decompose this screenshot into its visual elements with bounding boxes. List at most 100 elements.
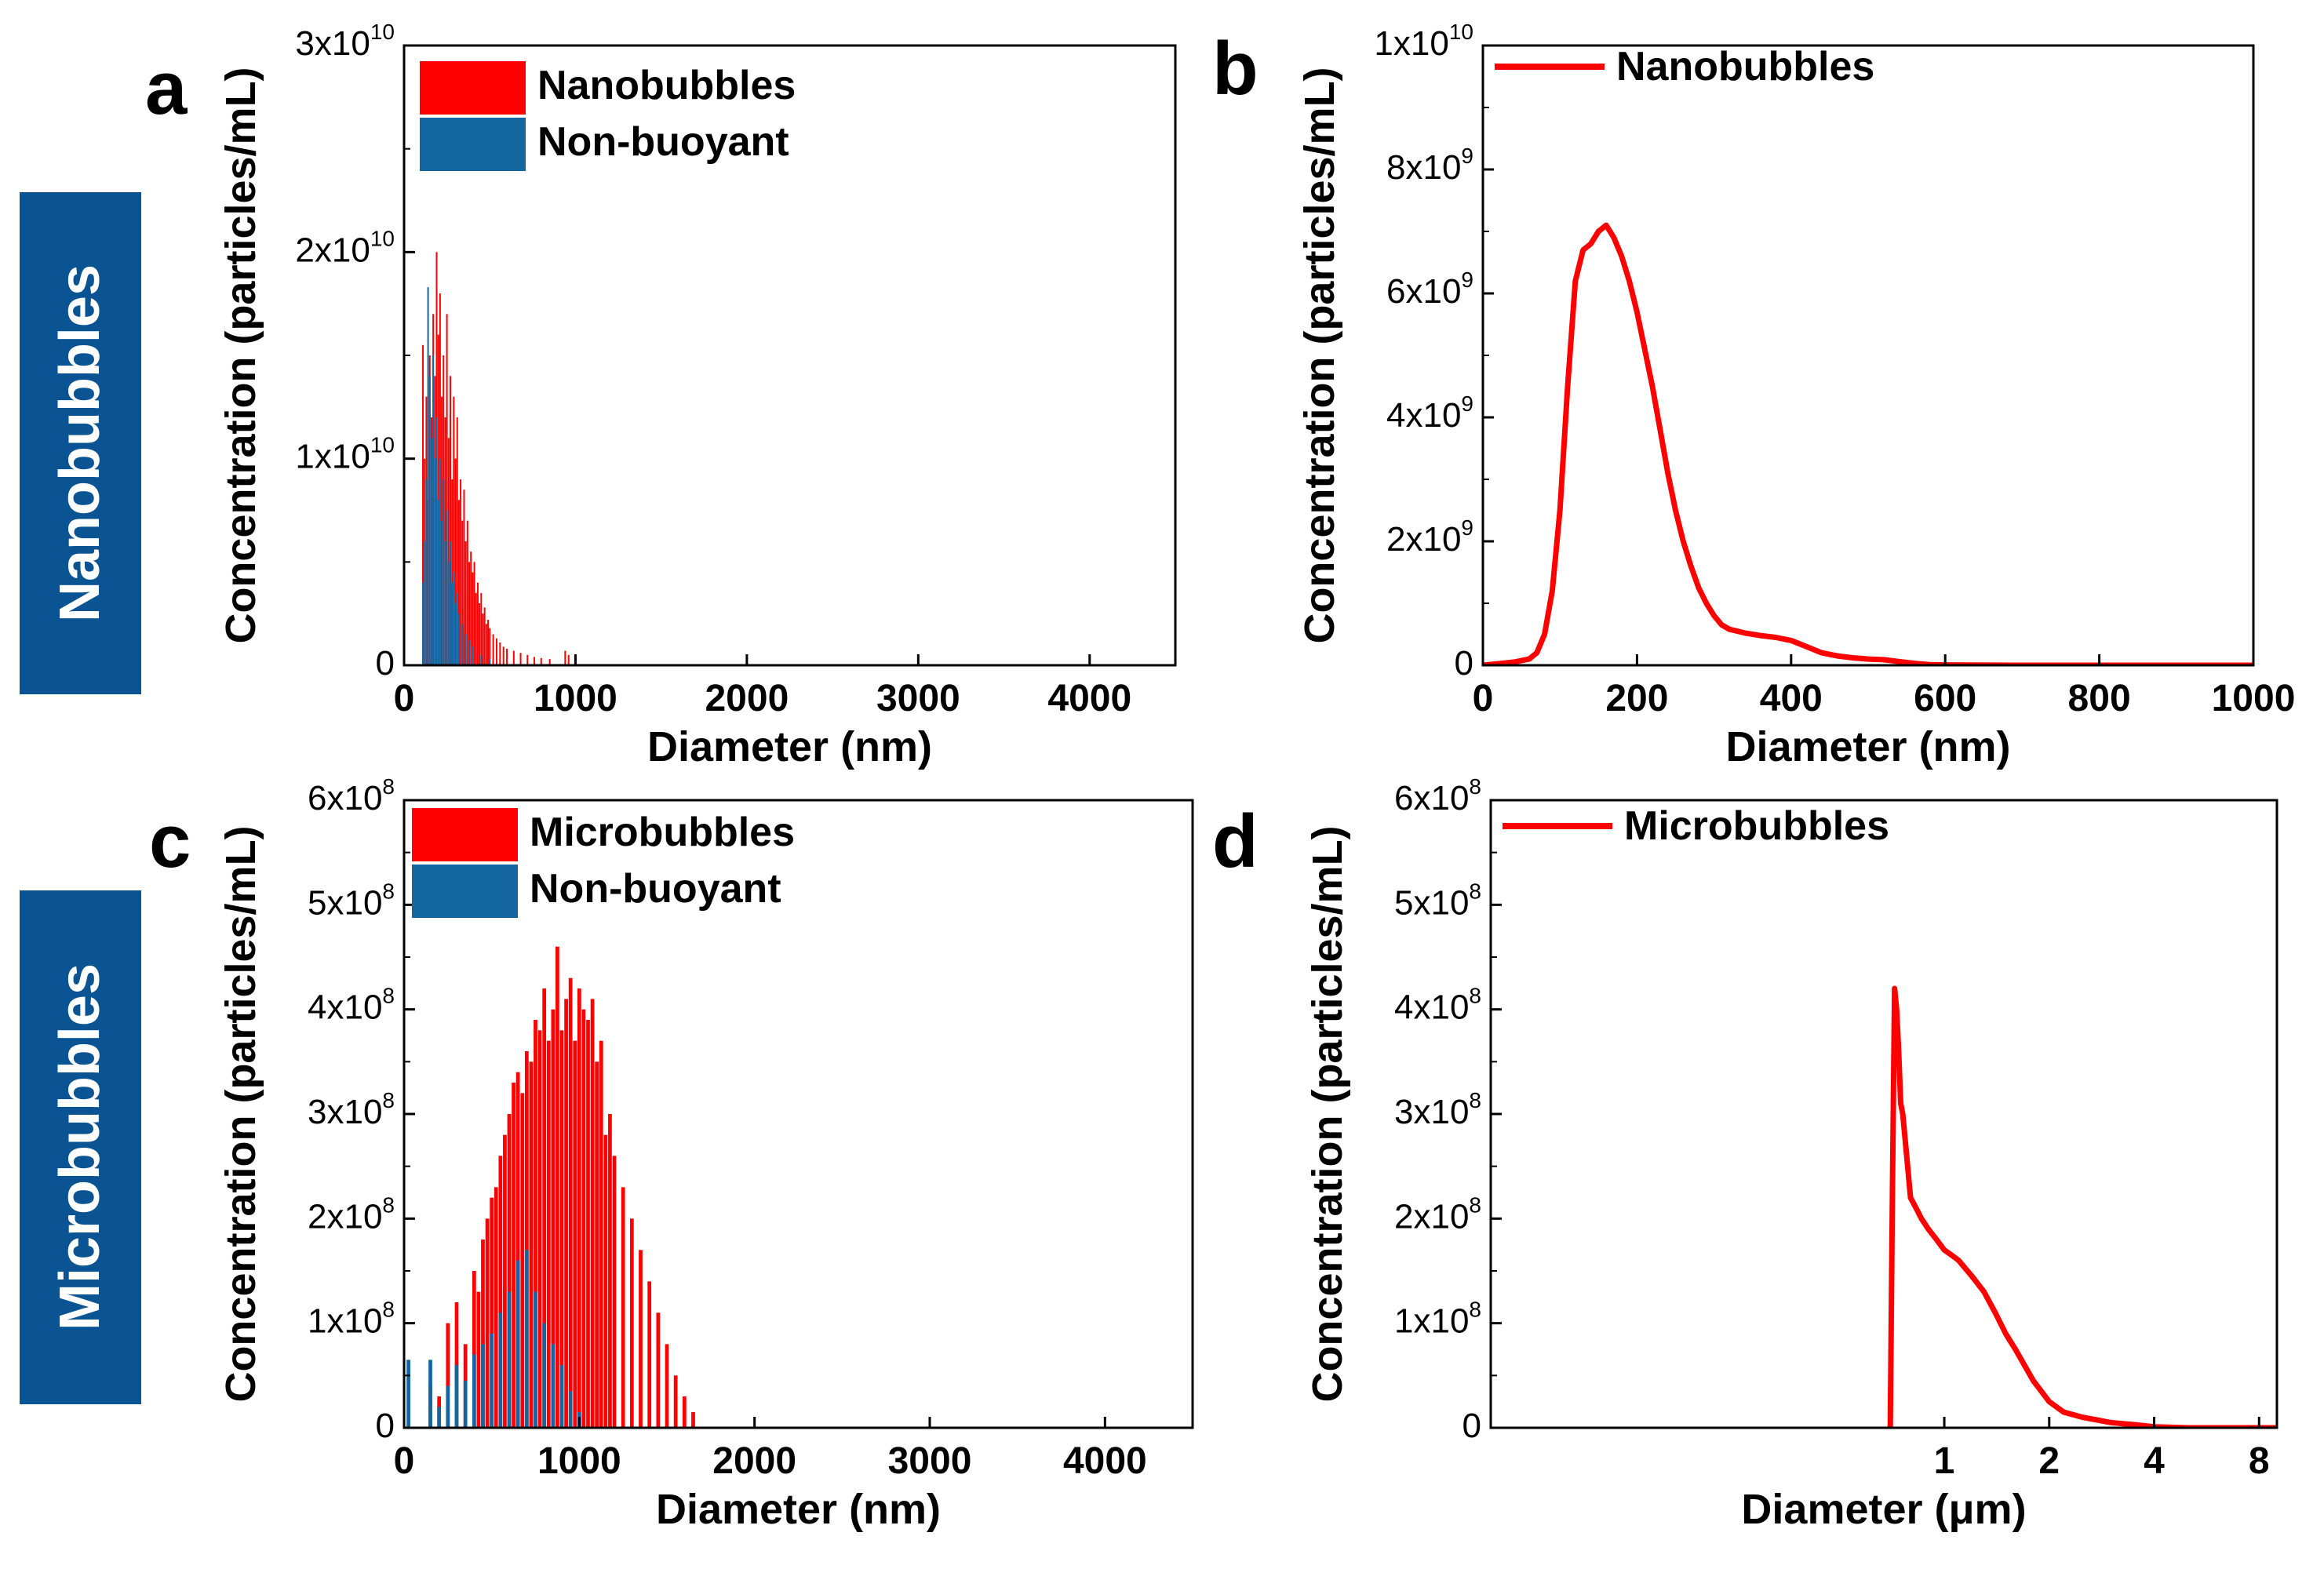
bar-primary [457, 500, 460, 665]
bar-primary [446, 1323, 450, 1428]
bar-primary [673, 1375, 678, 1428]
panel-c: 0 1000 2000 3000 4000 0 1x108 2x108 3x108 4x108 5x… [217, 774, 1194, 1533]
x-tick-label: 1000 [537, 1440, 621, 1482]
bar-primary [485, 624, 487, 665]
bar-primary [481, 1240, 485, 1428]
bar-primary [473, 562, 475, 665]
panel-b: 0 200 400 600 800 1000 0 2x109 4x109 6x109 8x109 1x… [1296, 20, 2295, 770]
bar-primary [639, 1250, 643, 1428]
y-tick-label: 1x108 [1394, 1298, 1481, 1341]
row-label-microbubbles: Microbubbles [20, 890, 141, 1404]
bar-primary [460, 479, 462, 665]
bar-non-buoyant [489, 659, 491, 665]
y-tick-label: 8x109 [1386, 144, 1473, 187]
x-tick-label: 4 [2144, 1440, 2165, 1482]
y-tick-label: 1x1010 [1374, 20, 1473, 63]
bar-non-buoyant [551, 1344, 556, 1428]
x-tick-label: 3000 [888, 1440, 972, 1482]
bar-primary [456, 417, 458, 665]
x-tick-label: 800 [2068, 678, 2131, 719]
row-label-microbubbles-box [20, 890, 141, 1404]
bar-primary [564, 999, 568, 1428]
bar-non-buoyant [432, 355, 435, 665]
legend-label: Microbubbles [530, 810, 795, 855]
x-axis-label: Diameter (nm) [656, 1486, 941, 1533]
axes-frame [1489, 799, 2278, 1429]
bar-non-buoyant [480, 654, 483, 665]
y-tick-label: 0 [376, 644, 395, 683]
bar-primary [451, 479, 454, 665]
bar-non-buoyant [427, 287, 429, 665]
bar-primary [468, 562, 471, 665]
x-tick-label: 4000 [1047, 678, 1131, 719]
y-tick-label: 5x108 [308, 879, 395, 922]
bar-non-buoyant [472, 1354, 476, 1428]
bar-primary [647, 1281, 652, 1428]
y-axis-label: Concentration (particles/mL) [217, 825, 264, 1402]
y-axis-label: Concentration (particles/mL) [1304, 825, 1351, 1402]
series-line [1887, 985, 2277, 1428]
bar-primary [546, 1040, 551, 1428]
bar-non-buoyant [507, 1291, 512, 1428]
bar-primary [567, 654, 570, 665]
x-tick-label: 1 [1934, 1440, 1955, 1482]
legend-label: Non-buoyant [530, 866, 781, 912]
bar-primary [499, 643, 501, 665]
plot-area [1887, 985, 2277, 1428]
bar-non-buoyant [534, 1291, 537, 1428]
bar-non-buoyant [463, 1381, 468, 1428]
bar-primary [463, 490, 465, 665]
bar-primary [529, 1061, 534, 1428]
bar-primary [603, 1134, 608, 1428]
y-tick-label: 3x108 [308, 1088, 395, 1131]
legend-label: Nanobubbles [1616, 44, 1874, 89]
bar-non-buoyant [481, 1344, 485, 1428]
x-tick-label: 200 [1605, 678, 1668, 719]
bar-primary [665, 1344, 669, 1428]
bar-primary [548, 659, 551, 665]
x-tick-label: 2 [2038, 1440, 2060, 1482]
bar-primary [507, 1114, 512, 1428]
y-tick-label: 4x108 [308, 984, 395, 1027]
y-tick-label: 5x108 [1394, 879, 1481, 922]
bar-primary [475, 592, 477, 665]
panel-a: 0 1000 2000 3000 4000 0 1x1010 2x1010 3x1010 Diam… [217, 20, 1177, 770]
bar-non-buoyant [424, 541, 426, 665]
bar-primary [612, 1156, 617, 1428]
bar-primary [461, 520, 464, 665]
y-tick-label: 1x1010 [295, 433, 395, 476]
x-tick-label: 0 [394, 1440, 415, 1482]
y-tick-label: 2x1010 [295, 226, 395, 269]
bar-non-buoyant [451, 582, 454, 665]
bar-primary [581, 1009, 586, 1428]
bar-non-buoyant [490, 1334, 494, 1428]
y-tick-label: 2x108 [1394, 1192, 1481, 1236]
bar-primary [502, 646, 505, 665]
bar-primary [537, 1030, 542, 1428]
x-tick-label: 2000 [712, 1440, 796, 1482]
bar-primary [512, 1083, 515, 1428]
bar-primary [490, 1197, 494, 1428]
bar-non-buoyant [468, 640, 471, 665]
y-tick-label: 3x1010 [295, 20, 395, 63]
bar-primary [542, 988, 547, 1428]
bar-non-buoyant [568, 1391, 573, 1428]
axes-frame [1481, 44, 2255, 667]
panel-letter-d: d [1212, 799, 1259, 883]
bar-primary [573, 1040, 577, 1428]
bar-non-buoyant [453, 572, 455, 665]
y-tick-label: 4x108 [1394, 984, 1481, 1027]
bar-primary [551, 1009, 556, 1428]
bar-primary [599, 1040, 603, 1428]
bar-primary [629, 1218, 634, 1428]
bar-primary [446, 314, 448, 665]
y-axis-label: Concentration (particles/mL) [217, 67, 264, 643]
x-tick-label: 4000 [1063, 1440, 1147, 1482]
bar-non-buoyant [446, 1385, 450, 1428]
bar-primary [498, 1156, 503, 1428]
x-tick-label: 3000 [876, 678, 960, 719]
bar-non-buoyant [437, 500, 439, 665]
bar-non-buoyant [422, 582, 424, 665]
bar-primary [449, 376, 451, 665]
